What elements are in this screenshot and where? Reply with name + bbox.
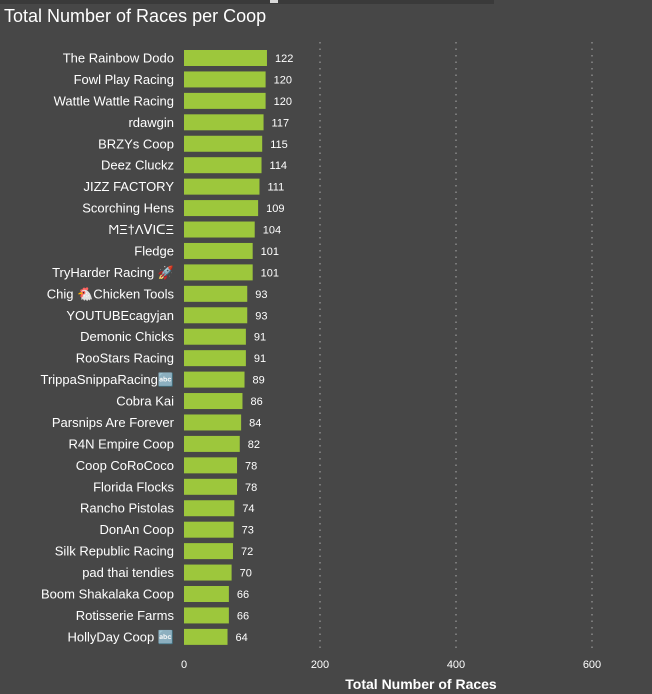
bar[interactable] bbox=[184, 135, 263, 152]
bar[interactable] bbox=[184, 264, 253, 281]
bar[interactable] bbox=[184, 307, 248, 324]
value-label: 73 bbox=[242, 525, 254, 537]
value-label: 117 bbox=[272, 117, 290, 129]
bar[interactable] bbox=[184, 200, 259, 217]
value-label: 64 bbox=[236, 632, 248, 644]
category-label: YOUTUBEcagyjan bbox=[66, 308, 174, 323]
category-label: TryHarder Racing 🚀 bbox=[52, 265, 174, 280]
category-label: ϺΞ†ΛⅤIᑕΞ bbox=[108, 222, 174, 237]
bar[interactable] bbox=[184, 157, 262, 174]
category-label: Silk Republic Racing bbox=[55, 544, 174, 559]
value-label: 66 bbox=[237, 589, 249, 601]
bar[interactable] bbox=[184, 586, 229, 602]
category-label: Cobra Kai bbox=[116, 394, 174, 409]
chart-title: Total Number of Races per Coop bbox=[4, 6, 267, 26]
bar[interactable] bbox=[184, 521, 234, 538]
value-label: 84 bbox=[249, 417, 261, 429]
category-label: Parsnips Are Forever bbox=[52, 415, 175, 430]
scroll-handle[interactable] bbox=[270, 0, 278, 3]
bar[interactable] bbox=[184, 242, 253, 259]
value-label: 78 bbox=[245, 482, 257, 494]
category-label: Wattle Wattle Racing bbox=[54, 93, 174, 108]
category-label: DonAn Coop bbox=[100, 522, 174, 537]
value-label: 91 bbox=[254, 353, 266, 365]
category-label: Rancho Pistolas bbox=[80, 501, 174, 516]
bar[interactable] bbox=[184, 285, 248, 302]
value-label: 120 bbox=[274, 74, 292, 86]
value-label: 104 bbox=[263, 225, 281, 237]
x-tick-label: 200 bbox=[311, 659, 329, 671]
x-tick-label: 600 bbox=[583, 659, 601, 671]
value-label: 111 bbox=[267, 182, 284, 194]
category-label: pad thai tendies bbox=[82, 565, 174, 580]
category-label: RooStars Racing bbox=[76, 351, 174, 366]
category-label: Chig 🐔Chicken Tools bbox=[47, 286, 175, 301]
bar[interactable] bbox=[184, 71, 266, 88]
x-axis-ticks: 0 200 400 600 bbox=[181, 659, 601, 671]
value-label: 101 bbox=[261, 267, 279, 279]
bar[interactable] bbox=[184, 178, 260, 195]
category-label: Coop CoRoCoco bbox=[76, 458, 174, 473]
bar[interactable] bbox=[184, 221, 255, 238]
category-label: Demonic Chicks bbox=[80, 329, 174, 344]
value-label: 89 bbox=[253, 375, 265, 387]
value-label: 82 bbox=[248, 439, 260, 451]
bar[interactable] bbox=[184, 500, 235, 517]
bar[interactable] bbox=[184, 350, 246, 367]
category-label: BRZYs Coop bbox=[98, 136, 174, 151]
category-label: Scorching Hens bbox=[82, 201, 174, 216]
x-tick-label: 400 bbox=[447, 659, 465, 671]
value-label: 120 bbox=[274, 96, 292, 108]
x-axis-title: Total Number of Races bbox=[345, 676, 497, 692]
value-label: 109 bbox=[266, 203, 284, 215]
value-label: 72 bbox=[241, 546, 253, 558]
category-label: TrippaSnippaRacing🔤 bbox=[41, 372, 175, 387]
category-label: JIZZ FACTORY bbox=[83, 179, 174, 194]
category-label: Boom Shakalaka Coop bbox=[41, 587, 174, 602]
value-label: 74 bbox=[242, 503, 254, 515]
category-label: R4N Empire Coop bbox=[69, 436, 175, 451]
bars bbox=[184, 50, 267, 645]
value-label: 93 bbox=[255, 289, 267, 301]
bar[interactable] bbox=[184, 607, 229, 624]
top-scrollbar[interactable] bbox=[0, 0, 494, 4]
value-label: 122 bbox=[275, 53, 293, 65]
category-label: Florida Flocks bbox=[93, 479, 174, 494]
bar[interactable] bbox=[184, 393, 243, 410]
value-label: 115 bbox=[270, 139, 288, 151]
bar[interactable] bbox=[184, 92, 266, 109]
bar[interactable] bbox=[184, 457, 238, 474]
value-label: 78 bbox=[245, 460, 257, 472]
bar[interactable] bbox=[184, 114, 264, 131]
value-label: 66 bbox=[237, 610, 249, 622]
category-labels: The Rainbow Dodo Fowl Play Racing Wattle W… bbox=[41, 51, 175, 645]
value-label: 93 bbox=[255, 310, 267, 322]
value-label: 70 bbox=[240, 568, 252, 580]
bar[interactable] bbox=[184, 328, 246, 345]
bar[interactable] bbox=[184, 435, 240, 452]
value-label: 86 bbox=[250, 396, 262, 408]
category-label: Fowl Play Racing bbox=[74, 72, 174, 87]
bar[interactable] bbox=[184, 564, 232, 581]
category-label: rdawgin bbox=[128, 115, 174, 130]
x-tick-label: 0 bbox=[181, 659, 187, 671]
bar[interactable] bbox=[184, 628, 228, 645]
category-label: Deez Cluckz bbox=[101, 158, 174, 173]
value-label: 114 bbox=[270, 160, 288, 172]
bar[interactable] bbox=[184, 371, 245, 388]
value-label: 91 bbox=[254, 332, 266, 344]
bar[interactable] bbox=[184, 414, 242, 431]
category-label: HollyDay Coop 🔤 bbox=[67, 629, 174, 644]
bar[interactable] bbox=[184, 478, 238, 495]
category-label: Rotisserie Farms bbox=[76, 608, 175, 623]
gridlines bbox=[319, 42, 593, 648]
value-label: 101 bbox=[261, 246, 279, 258]
value-labels: 122 120 120 117 115 114 111 109 104 101 101 93 93 91 9… bbox=[236, 53, 294, 644]
bar[interactable] bbox=[184, 50, 267, 66]
bar[interactable] bbox=[184, 543, 233, 560]
category-label: Fledge bbox=[134, 243, 174, 258]
category-label: The Rainbow Dodo bbox=[63, 51, 174, 66]
